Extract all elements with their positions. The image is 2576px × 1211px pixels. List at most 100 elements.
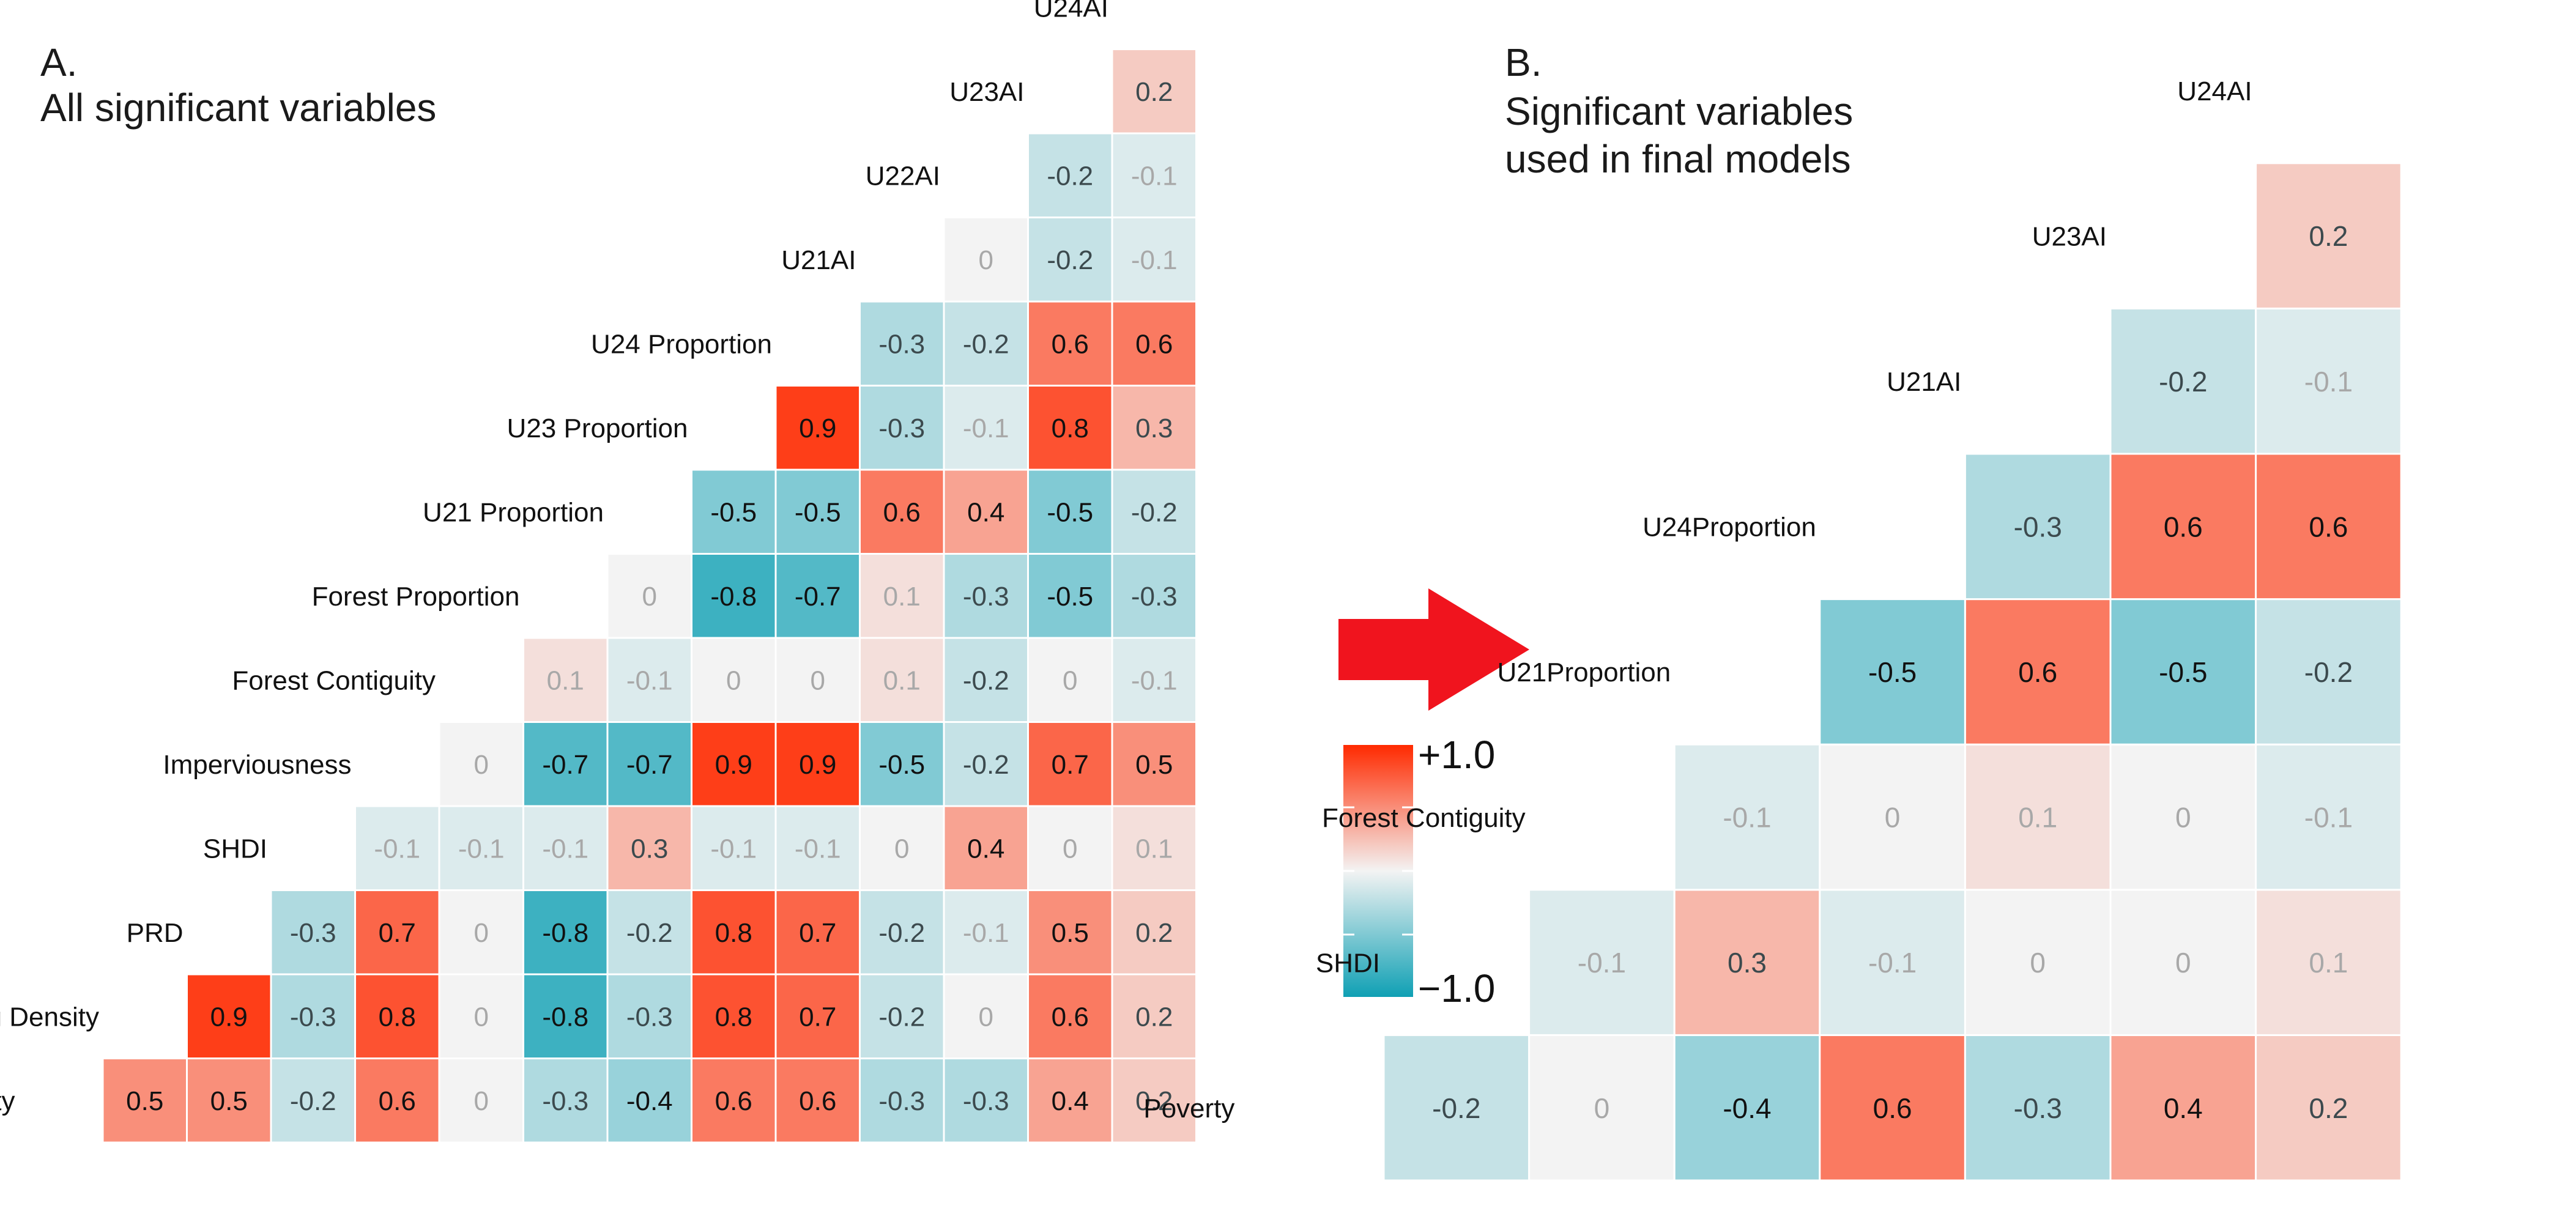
panel-a-title: All significant variables bbox=[40, 86, 436, 130]
cell-value-poverty-prd: 0.5 bbox=[210, 1086, 248, 1116]
cell-value-poverty-shdi: -0.2 bbox=[290, 1086, 336, 1116]
cell-value-housing-density-shdi: -0.3 bbox=[290, 1002, 336, 1032]
cell-value-prd-u21-proportion: -0.2 bbox=[626, 918, 673, 948]
cell-poverty-u23ai bbox=[1027, 1057, 1113, 1144]
cell-u23-proportion-u22ai bbox=[943, 385, 1029, 471]
transition-arrow bbox=[1338, 588, 1529, 711]
cell-value-imperviousness-forest-contiguity: 0 bbox=[474, 750, 489, 780]
cell-value-poverty-u21ai: -0.3 bbox=[878, 1086, 925, 1116]
cell-value-shdi-forest-contiguity: -0.1 bbox=[458, 834, 505, 864]
cell-value-u21-proportion-u22ai: 0.4 bbox=[967, 498, 1004, 528]
cell-value-forest-contiguity-u21ai: 0.1 bbox=[2018, 802, 2057, 834]
cell-value-housing-density-u24ai: 0.2 bbox=[1135, 1002, 1173, 1032]
cell-value-shdi-forest-contiguity: -0.1 bbox=[1578, 947, 1626, 979]
cell-value-prd-shdi: -0.3 bbox=[290, 918, 336, 948]
cell-poverty-u21proportion bbox=[1673, 1034, 1821, 1182]
cell-value-poverty-u23-proportion: 0.6 bbox=[715, 1086, 752, 1116]
cell-housing-density-u21-proportion bbox=[606, 973, 692, 1059]
cell-poverty-u24proportion bbox=[1819, 1034, 1966, 1182]
cell-forest-contiguity-forest-proportion bbox=[522, 637, 609, 723]
cell-value-prd-u24ai: 0.2 bbox=[1135, 918, 1173, 948]
cell-imperviousness-forest-proportion bbox=[522, 721, 609, 807]
cell-value-poverty-housing-density: 0.5 bbox=[126, 1086, 163, 1116]
cell-value-u23-proportion-u24-proportion: 0.9 bbox=[799, 413, 836, 443]
cell-value-forest-contiguity-u24proportion: 0 bbox=[1885, 802, 1901, 834]
cell-value-shdi-u24ai: 0.1 bbox=[1135, 834, 1173, 864]
cell-value-housing-density-u21-proportion: -0.3 bbox=[626, 1002, 673, 1032]
cell-forest-proportion-u24-proportion bbox=[774, 553, 861, 639]
cell-housing-density-forest-contiguity bbox=[438, 973, 524, 1059]
cell-value-poverty-u23ai: 0.4 bbox=[2164, 1092, 2203, 1124]
cell-value-forest-contiguity-u22ai: -0.2 bbox=[963, 666, 1009, 696]
cell-value-forest-contiguity-u24-proportion: 0 bbox=[811, 666, 825, 696]
cell-value-u22ai-u23ai: -0.2 bbox=[1047, 161, 1093, 191]
variable-label-u24ai: U24AI bbox=[2177, 76, 2252, 106]
cell-housing-density-shdi bbox=[270, 973, 356, 1059]
cell-value-prd-imperviousness: 0.7 bbox=[379, 918, 416, 948]
variable-label-u23ai: U23AI bbox=[949, 77, 1024, 107]
cell-value-u21ai-u24ai: -0.1 bbox=[2304, 366, 2353, 398]
cell-value-u21-proportion-u23-proportion: -0.5 bbox=[710, 498, 757, 528]
cell-poverty-prd bbox=[186, 1057, 272, 1144]
cell-imperviousness-u22ai bbox=[943, 721, 1029, 807]
panel-a-label: A. bbox=[40, 40, 77, 84]
cell-value-forest-contiguity-u21-proportion: -0.1 bbox=[626, 666, 673, 696]
cell-u24-proportion-u24ai bbox=[1111, 300, 1197, 387]
cell-value-forest-proportion-u21ai: 0.1 bbox=[883, 582, 921, 612]
variable-label-u21ai: U21AI bbox=[1887, 367, 1961, 397]
cell-prd-u23ai bbox=[1027, 889, 1113, 976]
variable-label-forest-contiguity: Forest Contiguity bbox=[1322, 803, 1526, 833]
cell-value-forest-contiguity-u23ai: 0 bbox=[1063, 666, 1077, 696]
cell-value-u21ai-u24ai: -0.1 bbox=[1131, 245, 1178, 275]
cell-value-housing-density-u23-proportion: 0.8 bbox=[715, 1002, 752, 1032]
cell-value-imperviousness-u21-proportion: -0.7 bbox=[626, 750, 673, 780]
cell-u24proportion-u24ai bbox=[2255, 453, 2402, 601]
cell-value-shdi-u23-proportion: -0.1 bbox=[710, 834, 757, 864]
cell-value-forest-proportion-u22ai: -0.3 bbox=[963, 582, 1009, 612]
cell-shdi-imperviousness bbox=[354, 805, 440, 891]
cell-value-poverty-u23ai: 0.4 bbox=[1052, 1086, 1089, 1116]
variable-label-u22ai: U22AI bbox=[866, 161, 940, 191]
cell-value-forest-contiguity-u21proportion: -0.1 bbox=[1723, 802, 1771, 834]
cell-value-u21-proportion-u21ai: 0.6 bbox=[883, 498, 921, 528]
cell-value-forest-contiguity-u23-proportion: 0 bbox=[726, 666, 741, 696]
cell-value-imperviousness-u24ai: 0.5 bbox=[1135, 750, 1173, 780]
cell-poverty-u21-proportion bbox=[606, 1057, 692, 1144]
cell-forest-contiguity-u24proportion bbox=[1819, 743, 1966, 891]
cell-u23ai-u24ai bbox=[2255, 162, 2402, 309]
cell-u23-proportion-u23ai bbox=[1027, 385, 1113, 471]
cell-u23-proportion-u24ai bbox=[1111, 385, 1197, 471]
cell-forest-contiguity-u21ai bbox=[859, 637, 945, 723]
variable-label-u23-proportion: U23 Proportion bbox=[507, 413, 688, 443]
cell-value-imperviousness-u23ai: 0.7 bbox=[1052, 750, 1089, 780]
cell-value-u21proportion-u21ai: 0.6 bbox=[2018, 656, 2057, 688]
cell-u21proportion-u23ai bbox=[2109, 598, 2257, 746]
cell-forest-contiguity-u21proportion bbox=[1673, 743, 1821, 891]
cell-forest-proportion-u21-proportion bbox=[606, 553, 692, 639]
cell-shdi-u24ai bbox=[2255, 889, 2402, 1036]
cell-shdi-forest-contiguity bbox=[1528, 889, 1676, 1036]
cell-value-imperviousness-forest-proportion: -0.7 bbox=[542, 750, 588, 780]
panel-b-title-line-2: used in final models bbox=[1505, 137, 1851, 181]
cell-value-poverty-forest-proportion: -0.3 bbox=[542, 1086, 588, 1116]
cell-value-prd-forest-contiguity: 0 bbox=[474, 918, 489, 948]
cell-u23-proportion-u21ai bbox=[859, 385, 945, 471]
cell-value-housing-density-u24-proportion: 0.7 bbox=[799, 1002, 836, 1032]
cell-poverty-u24ai bbox=[2255, 1034, 2402, 1182]
cell-housing-density-forest-proportion bbox=[522, 973, 609, 1059]
cell-u22ai-u23ai bbox=[1027, 132, 1113, 218]
cell-value-u23-proportion-u23ai: 0.8 bbox=[1052, 413, 1089, 443]
variable-label-imperviousness: Imperviousness bbox=[163, 750, 351, 780]
cell-forest-proportion-u23-proportion bbox=[691, 553, 777, 639]
cell-value-prd-u22ai: -0.1 bbox=[963, 918, 1009, 948]
variable-label-forest-proportion: Forest Proportion bbox=[312, 582, 520, 612]
cell-value-poverty-u24ai: 0.2 bbox=[1135, 1086, 1173, 1116]
cell-poverty-u24ai bbox=[1111, 1057, 1197, 1144]
legend-max-label: +1.0 bbox=[1418, 733, 1495, 777]
cell-shdi-u21ai bbox=[859, 805, 945, 891]
cell-forest-contiguity-u24-proportion bbox=[774, 637, 861, 723]
cell-value-u21proportion-u24proportion: -0.5 bbox=[1868, 656, 1917, 688]
cell-value-u21-proportion-u23ai: -0.5 bbox=[1047, 498, 1093, 528]
cell-value-housing-density-u23ai: 0.6 bbox=[1052, 1002, 1089, 1032]
cell-value-poverty-u21proportion: -0.4 bbox=[1723, 1092, 1771, 1124]
